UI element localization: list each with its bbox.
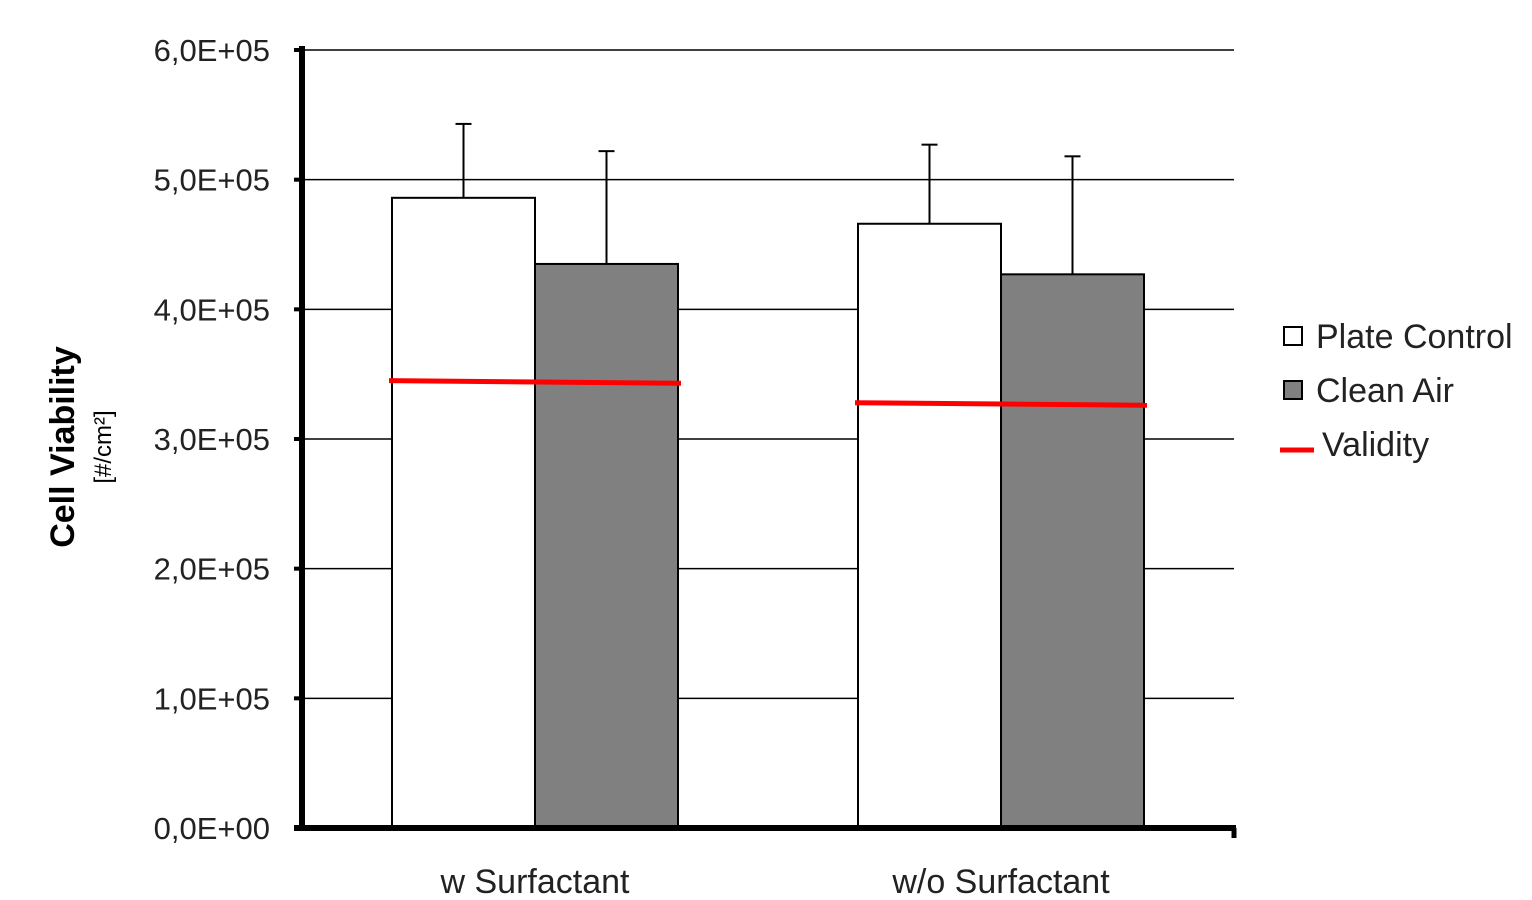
x-tick-label: w/o Surfactant — [891, 863, 1110, 900]
y-tick-label: 5,0E+05 — [154, 163, 270, 198]
y-axis-unit: [#/cm²] — [90, 410, 117, 483]
bar-plate-control — [391, 196, 536, 829]
y-tick-label: 0,0E+00 — [154, 811, 270, 846]
bars — [391, 196, 1145, 830]
bar-plate-control — [857, 222, 1002, 829]
y-tick-label: 6,0E+05 — [154, 33, 270, 68]
y-tick-label: 4,0E+05 — [154, 292, 270, 327]
legend-label: Plate Control — [1316, 318, 1513, 356]
y-axis-title: Cell Viability [#/cm²] — [44, 346, 117, 548]
legend-swatch — [1283, 326, 1303, 346]
validity-lines — [388, 378, 1148, 408]
y-axis-label: Cell Viability — [44, 346, 82, 548]
legend: Plate Control Clean Air Validity — [1280, 318, 1513, 464]
axes — [294, 46, 1237, 838]
legend-label: Validity — [1322, 426, 1429, 464]
error-bars — [455, 122, 1081, 275]
legend-swatch — [1283, 380, 1303, 400]
y-tick-label: 2,0E+05 — [154, 552, 270, 587]
validity-line — [388, 378, 682, 386]
y-tick-labels: 0,0E+00 1,0E+05 2,0E+05 3,0E+05 4,0E+05 5,0E+… — [154, 33, 270, 846]
x-tick-labels: w Surfactant w/o Surfactant — [440, 863, 1111, 900]
legend-label: Clean Air — [1316, 372, 1454, 410]
y-tick-label: 3,0E+05 — [154, 422, 270, 457]
bar-clean-air — [534, 262, 679, 829]
x-tick-label: w Surfactant — [440, 863, 631, 900]
y-tick-label: 1,0E+05 — [154, 681, 270, 716]
bar-clean-air — [1000, 273, 1145, 830]
validity-line — [854, 400, 1148, 408]
